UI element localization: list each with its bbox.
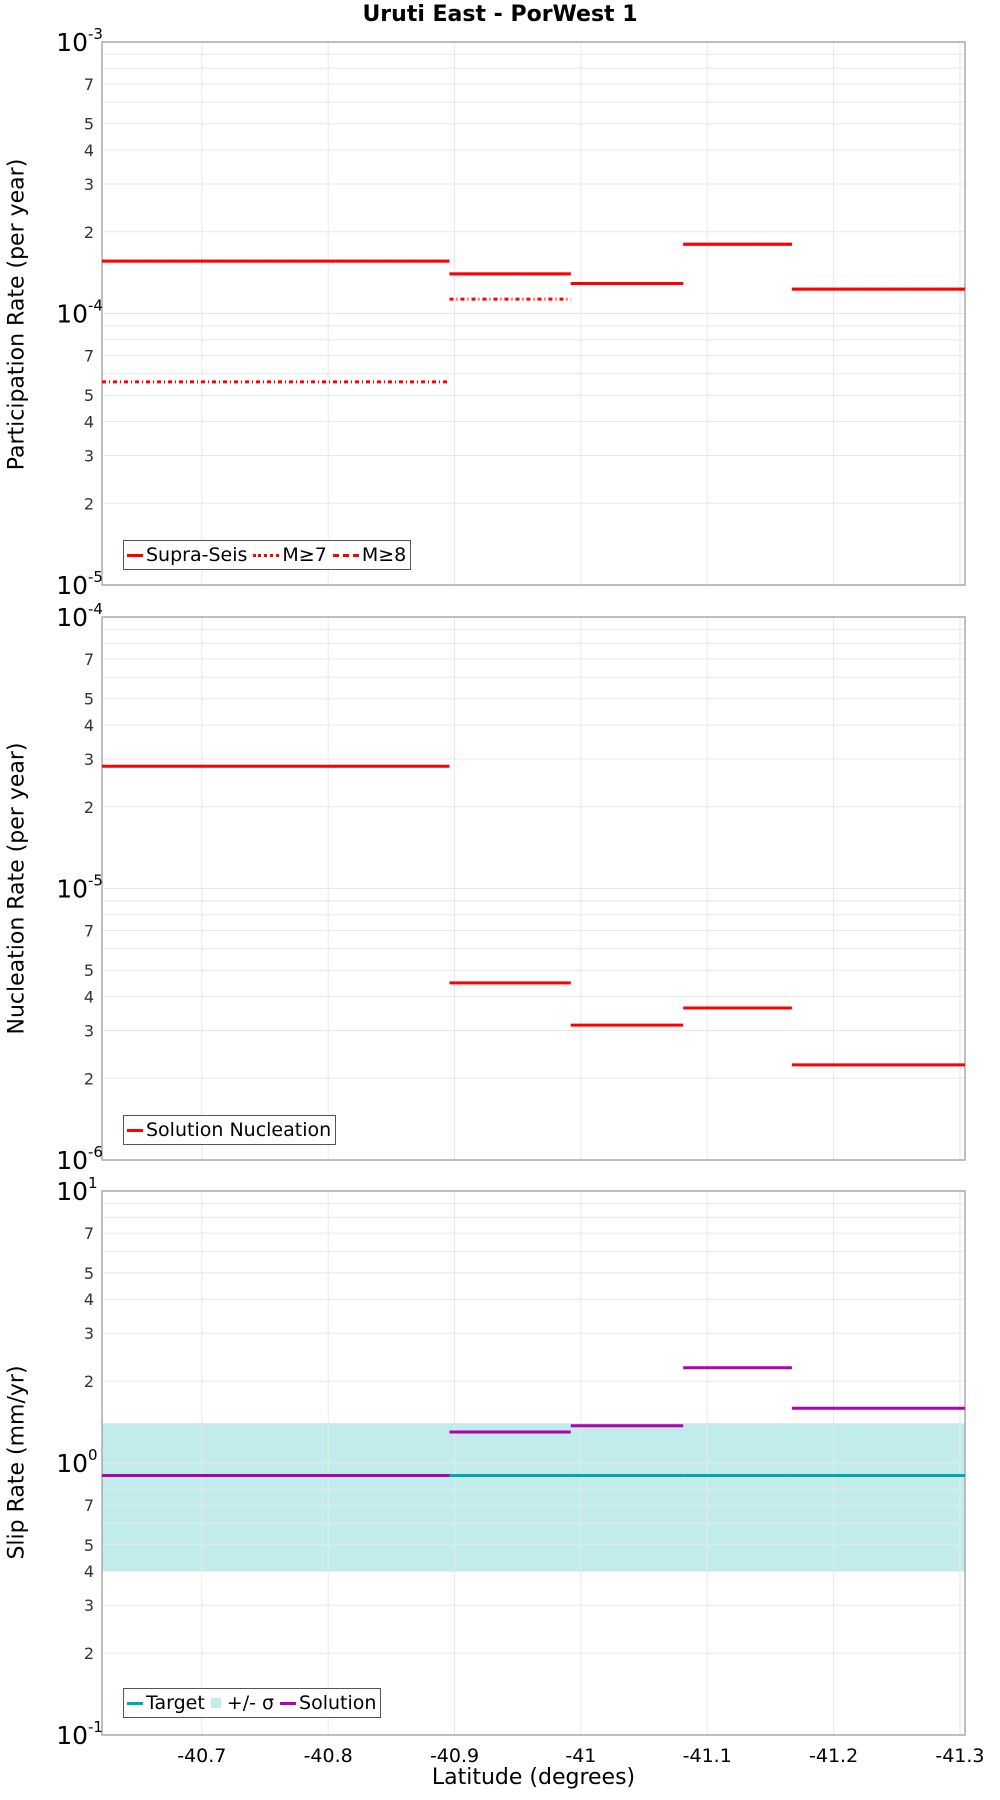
y-decade-label: 10 <box>56 1721 88 1750</box>
x-tick-label: -40.8 <box>304 1745 353 1767</box>
y-tick-label: 7 <box>84 75 94 94</box>
y-tick-label: 5 <box>84 1264 94 1283</box>
y-decade-label: 10 <box>56 875 88 904</box>
solid-line-swatch-icon <box>280 1701 297 1705</box>
y-decade-exponent: -1 <box>88 1718 103 1736</box>
sigma-band <box>102 1423 965 1572</box>
y-tick-label: 3 <box>84 1324 94 1343</box>
y-tick-label: 7 <box>84 347 94 366</box>
y-tick-label: 4 <box>84 141 94 160</box>
y-tick-label: 5 <box>84 386 94 405</box>
y-tick-label: 4 <box>84 1562 94 1581</box>
y-tick-label: 4 <box>84 413 94 432</box>
y-decade-label: 10 <box>56 300 88 329</box>
y-tick-label: 4 <box>84 988 94 1007</box>
legend-item-m8: M≥8 <box>332 544 406 566</box>
y-tick-label: 2 <box>84 798 94 817</box>
y-axis-label-participation: Participation Rate (per year) <box>4 158 30 471</box>
y-tick-label: 2 <box>84 1644 94 1663</box>
y-tick-label: 5 <box>84 1536 94 1555</box>
x-tick-label: -41.2 <box>809 1745 858 1767</box>
y-axis-label-slip-rate: Slip Rate (mm/yr) <box>4 1365 30 1560</box>
legend-item-solution-nucleation: Solution Nucleation <box>127 1119 331 1141</box>
y-decade-label: 10 <box>56 603 88 632</box>
legend-participation: Supra-Seis M≥7 M≥8 <box>123 540 412 570</box>
legend-item-sigma: +/- σ <box>210 1692 274 1714</box>
y-decade-exponent: -4 <box>88 297 103 315</box>
y-tick-label: 5 <box>84 961 94 980</box>
y-tick-label: 2 <box>84 223 94 242</box>
plot-frame <box>101 41 966 586</box>
legend-nucleation: Solution Nucleation <box>123 1115 337 1145</box>
y-tick-label: 5 <box>84 690 94 709</box>
solid-line-swatch-icon <box>127 1128 143 1132</box>
y-tick-label: 3 <box>84 1021 94 1040</box>
plot-frame <box>101 1190 966 1736</box>
y-tick-label: 3 <box>84 750 94 769</box>
solid-line-swatch-icon <box>127 1701 143 1705</box>
y-tick-label: 3 <box>84 446 94 465</box>
x-axis-label: Latitude (degrees) <box>431 1765 636 1790</box>
y-decade-exponent: 1 <box>88 1174 98 1192</box>
y-tick-label: 3 <box>84 175 94 194</box>
y-tick-label: 2 <box>84 1069 94 1088</box>
y-decade-exponent: -5 <box>88 872 103 890</box>
dotted-line-swatch-icon <box>253 553 280 557</box>
y-tick-label: 7 <box>84 650 94 669</box>
y-decade-exponent: 0 <box>88 1446 98 1464</box>
x-tick-label: -41 <box>565 1745 596 1767</box>
dashdot-line-swatch-icon <box>332 553 359 557</box>
y-tick-label: 4 <box>84 716 94 735</box>
legend-item-solution: Solution <box>280 1692 376 1714</box>
y-tick-label: 7 <box>84 1496 94 1515</box>
band-swatch-icon <box>210 1698 221 1708</box>
y-tick-label: 7 <box>84 1224 94 1243</box>
x-tick-label: -41.3 <box>935 1745 984 1767</box>
y-axis-label-nucleation: Nucleation Rate (per year) <box>4 742 30 1035</box>
y-tick-label: 4 <box>84 1290 94 1309</box>
y-decade-exponent: -4 <box>88 600 103 618</box>
y-tick-label: 7 <box>84 922 94 941</box>
y-decade-label: 10 <box>56 1146 88 1175</box>
y-decade-label: 10 <box>56 28 88 57</box>
solid-line-swatch-icon <box>127 553 143 557</box>
y-decade-label: 10 <box>56 571 88 600</box>
legend-item-supra-seis: Supra-Seis <box>127 544 247 566</box>
legend-item-target: Target <box>127 1692 205 1714</box>
legend-slip-rate: Target +/- σ Solution <box>123 1688 382 1718</box>
x-tick-label: -40.9 <box>430 1745 479 1767</box>
y-tick-label: 2 <box>84 1372 94 1391</box>
y-decade-label: 10 <box>56 1449 88 1478</box>
chart-title: Uruti East - PorWest 1 <box>362 2 638 27</box>
y-decade-exponent: -5 <box>88 568 103 586</box>
y-tick-label: 2 <box>84 494 94 513</box>
y-tick-label: 5 <box>84 115 94 134</box>
plot-frame <box>101 616 966 1161</box>
y-decade-exponent: -3 <box>88 25 103 43</box>
y-decade-exponent: -6 <box>88 1143 103 1161</box>
y-decade-label: 10 <box>56 1177 88 1206</box>
y-tick-label: 3 <box>84 1596 94 1615</box>
x-tick-label: -41.1 <box>683 1745 732 1767</box>
legend-item-m7: M≥7 <box>253 544 327 566</box>
x-tick-label: -40.7 <box>177 1745 226 1767</box>
